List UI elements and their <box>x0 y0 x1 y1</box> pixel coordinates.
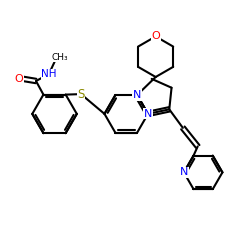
Text: N: N <box>133 90 141 100</box>
Text: CH₃: CH₃ <box>52 53 68 62</box>
Text: O: O <box>14 74 23 84</box>
Text: N: N <box>144 109 152 119</box>
Text: S: S <box>77 88 85 101</box>
Text: N: N <box>180 168 188 177</box>
Text: O: O <box>151 32 160 42</box>
Text: NH: NH <box>41 69 56 79</box>
